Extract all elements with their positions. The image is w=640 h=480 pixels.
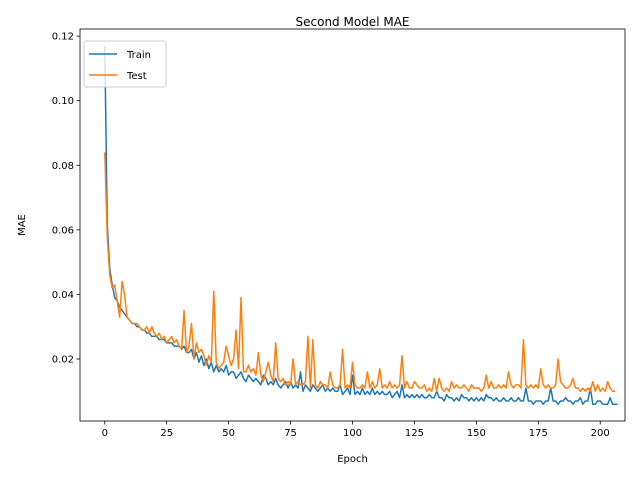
y-tick-label: 0.10 [52, 96, 74, 107]
y-axis-label: MAE [17, 214, 28, 236]
axes-frame [79, 28, 626, 422]
y-tick-label: 0.02 [52, 355, 74, 366]
x-tick-label: 50 [222, 428, 235, 439]
x-tick-label: 25 [160, 428, 173, 439]
x-tick-label: 150 [467, 428, 486, 439]
x-tick-label: 175 [529, 428, 548, 439]
series-line-train [104, 45, 618, 405]
legend-box [83, 40, 167, 88]
y-tick-label: 0.04 [52, 290, 74, 301]
y-tick-label: 0.08 [52, 161, 74, 172]
x-tick-label: 0 [102, 428, 108, 439]
chart-title: Second Model MAE [296, 15, 410, 29]
x-axis-label: Epoch [337, 454, 368, 465]
legend-train-label: Train [126, 50, 151, 61]
legend: Train Test [83, 40, 167, 88]
plot-area [104, 45, 618, 405]
x-axis-ticks: 0 25 50 75 100 125 150 175 200 [102, 421, 610, 439]
x-tick-label: 200 [591, 428, 610, 439]
x-tick-label: 75 [284, 428, 297, 439]
legend-test-label: Test [126, 71, 147, 82]
series-line-test [104, 152, 616, 393]
x-tick-label: 125 [405, 428, 424, 439]
y-tick-label: 0.06 [52, 225, 74, 236]
y-axis-ticks: 0.02 0.04 0.06 0.08 0.10 0.12 [52, 32, 80, 366]
x-tick-label: 100 [343, 428, 362, 439]
y-tick-label: 0.12 [52, 32, 74, 43]
